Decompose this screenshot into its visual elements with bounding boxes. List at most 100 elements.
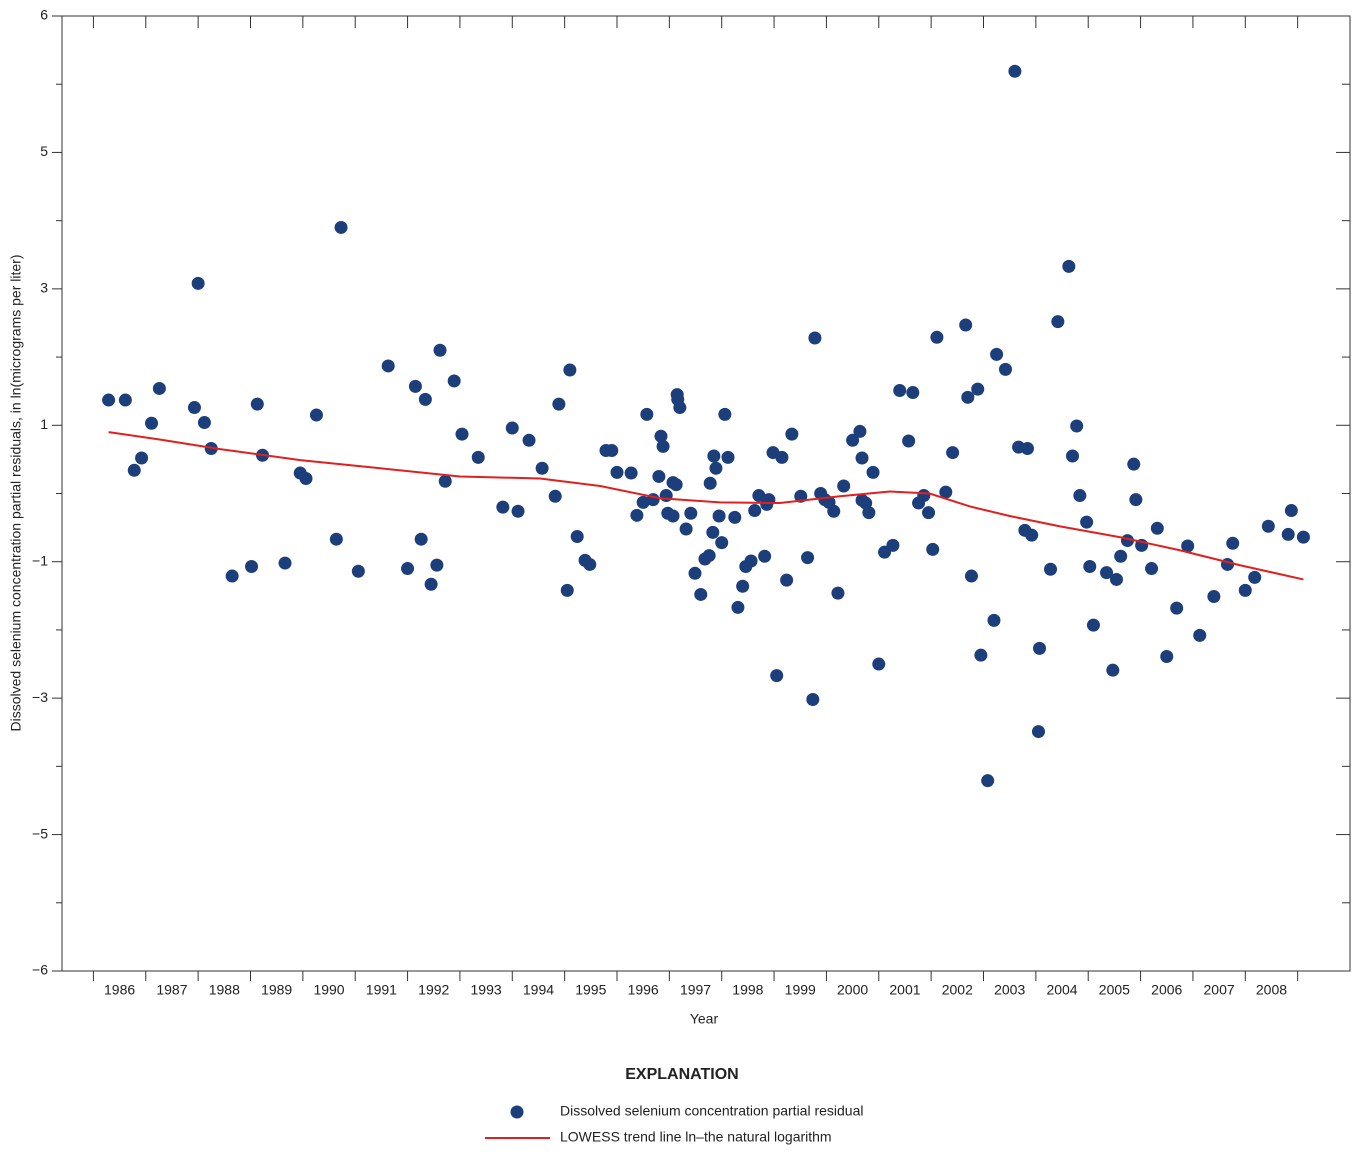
data-point (1181, 539, 1195, 553)
y-axis-label: Dissolved selenium concentration partial… (8, 255, 24, 732)
data-point (1031, 725, 1045, 739)
data-point (1281, 527, 1295, 541)
x-tick-label: 2006 (1151, 982, 1182, 998)
data-point (127, 463, 141, 477)
data-point (974, 648, 988, 662)
data-point (679, 522, 693, 536)
x-tick-label: 1996 (628, 982, 659, 998)
data-point (998, 362, 1012, 376)
data-point (709, 461, 723, 475)
data-point (1086, 618, 1100, 632)
data-point (721, 450, 735, 464)
data-point (654, 429, 668, 443)
x-tick-label: 2003 (994, 982, 1025, 998)
data-point (1114, 549, 1128, 563)
data-point (1025, 528, 1039, 542)
data-point (552, 397, 566, 411)
data-point (455, 427, 469, 441)
data-point (624, 466, 638, 480)
data-point (758, 549, 772, 563)
data-point (718, 407, 732, 421)
x-tick-label: 2008 (1256, 982, 1287, 998)
data-point (563, 363, 577, 377)
y-tick-label: 5 (40, 143, 48, 159)
data-point (959, 318, 973, 332)
data-point (652, 469, 666, 483)
data-point (433, 343, 447, 357)
data-point (418, 392, 432, 406)
data-point (191, 276, 205, 290)
data-point (659, 489, 673, 503)
data-point (438, 474, 452, 488)
data-point (926, 542, 940, 556)
data-point (1066, 449, 1080, 463)
x-tick-label: 1989 (261, 982, 292, 998)
y-tick-label: −1 (32, 552, 48, 568)
data-point (424, 577, 438, 591)
data-point (684, 506, 698, 520)
trend-line (108, 431, 1304, 581)
data-point (570, 529, 584, 543)
data-point (1020, 441, 1034, 455)
data-point (1226, 536, 1240, 550)
data-point (971, 382, 985, 396)
y-tick-label: −6 (32, 962, 48, 978)
data-point (135, 451, 149, 465)
data-point (1261, 519, 1275, 533)
data-point (673, 401, 687, 415)
data-point (981, 774, 995, 788)
data-point (827, 504, 841, 518)
y-tick-label: 6 (40, 7, 48, 23)
data-point (930, 330, 944, 344)
data-point (118, 393, 132, 407)
y-tick-label: −3 (32, 689, 48, 705)
data-point (1129, 493, 1143, 507)
data-point (1062, 259, 1076, 273)
data-point (702, 549, 716, 563)
data-point (250, 397, 264, 411)
legend-title: EXPLANATION (625, 1066, 738, 1083)
data-point (846, 433, 860, 447)
x-tick-label: 1994 (523, 982, 554, 998)
data-point (688, 566, 702, 580)
data-point (1207, 590, 1221, 604)
data-point (1127, 457, 1141, 471)
x-tick-label: 2001 (889, 982, 920, 998)
data-point (1051, 315, 1065, 329)
data-point (630, 508, 644, 522)
data-point (334, 220, 348, 234)
plot-frame (61, 15, 1351, 972)
data-point (785, 427, 799, 441)
data-point (225, 569, 239, 583)
data-point (401, 562, 415, 576)
data-point (511, 504, 525, 518)
x-tick-label: 1999 (785, 982, 816, 998)
data-point (837, 479, 851, 493)
x-tick-label: 2002 (942, 982, 973, 998)
data-point (430, 558, 444, 572)
x-tick-label: 1995 (575, 982, 606, 998)
data-point (964, 569, 978, 583)
data-point (703, 476, 717, 490)
data-point (583, 557, 597, 571)
data-point (806, 693, 820, 707)
data-point (886, 538, 900, 552)
data-point (1193, 628, 1207, 642)
data-point (447, 374, 461, 388)
data-point (801, 551, 815, 565)
data-point (245, 559, 259, 573)
x-tick-label: 1988 (209, 982, 240, 998)
data-point (922, 506, 936, 520)
data-point (535, 461, 549, 475)
x-tick-label: 2004 (1046, 982, 1077, 998)
data-point (496, 500, 510, 514)
x-tick-label: 1991 (366, 982, 397, 998)
x-tick-label: 1987 (156, 982, 187, 998)
legend-swatch (510, 1105, 524, 1119)
x-axis-label: Year (690, 1011, 719, 1027)
legend-label: LOWESS trend line ln–the natural logarit… (560, 1129, 832, 1145)
data-point (1170, 601, 1184, 615)
x-tick-label: 1990 (313, 982, 344, 998)
data-point (152, 381, 166, 395)
